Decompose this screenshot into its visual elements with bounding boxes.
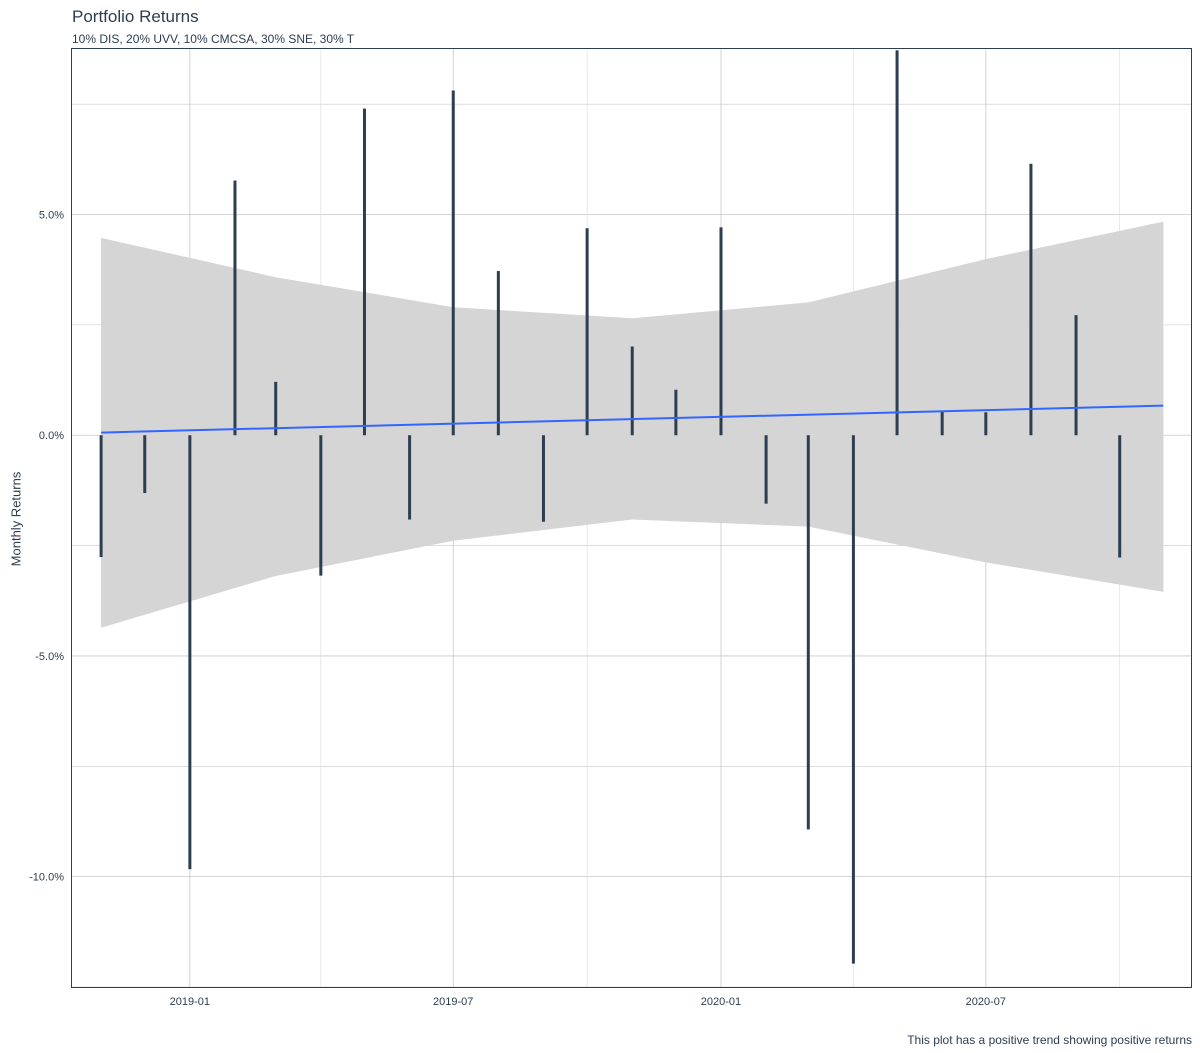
y-tick-labels: -10.0% -5.0% 0.0% 5.0%: [29, 210, 64, 884]
y-tick-label: 5.0%: [39, 210, 64, 222]
return-bar: [451, 90, 455, 436]
return-bar: [1118, 435, 1122, 558]
return-bar: [719, 227, 723, 436]
y-tick-label: 0.0%: [39, 430, 64, 442]
return-bar: [764, 435, 768, 504]
return-bar: [319, 435, 323, 576]
x-tick-label: 2019-01: [170, 996, 210, 1008]
chart-subtitle: 10% DIS, 20% UVV, 10% CMCSA, 30% SNE, 30…: [72, 32, 355, 46]
return-bar: [541, 435, 545, 522]
return-bar: [99, 435, 103, 558]
return-bar: [143, 435, 147, 494]
x-tick-label: 2019-07: [433, 996, 473, 1008]
trend-line: [101, 404, 1164, 434]
return-bar: [496, 271, 500, 436]
chart-caption: This plot has a positive trend showing p…: [907, 1033, 1192, 1047]
chart-title: Portfolio Returns: [72, 7, 199, 26]
return-bar: [362, 108, 366, 436]
return-bar: [674, 389, 678, 436]
return-bar: [1029, 163, 1033, 436]
return-bar: [984, 412, 988, 436]
y-tick-label: -10.0%: [29, 872, 64, 884]
return-bar: [940, 411, 944, 436]
return-bar: [1074, 315, 1078, 436]
return-bar: [630, 346, 634, 436]
return-bar: [585, 228, 589, 436]
x-tick-labels: 2019-01 2019-07 2020-01 2020-07: [170, 996, 1006, 1008]
return-bar: [851, 435, 855, 964]
return-bar: [274, 381, 278, 436]
return-bar: [188, 435, 192, 870]
y-tick-label: -5.0%: [35, 651, 64, 663]
return-bar: [806, 435, 810, 830]
plot-panel-border: [71, 48, 1192, 988]
bars-layer: [99, 50, 1122, 964]
return-bar: [408, 435, 412, 520]
return-bar: [895, 50, 899, 436]
x-tick-label: 2020-01: [701, 996, 741, 1008]
return-bar: [233, 180, 237, 436]
trend-line-layer: [101, 404, 1164, 434]
x-tick-label: 2020-07: [966, 996, 1006, 1008]
